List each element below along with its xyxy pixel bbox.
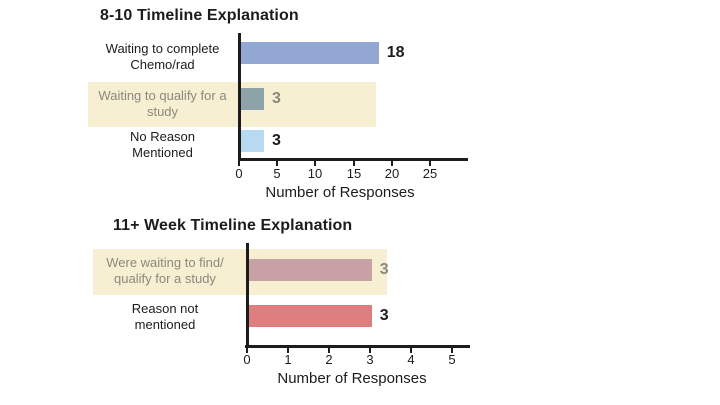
bar: [249, 305, 372, 327]
tick-mark: [328, 348, 330, 353]
tick-mark: [369, 348, 371, 353]
tick-label: 4: [407, 352, 415, 367]
x-axis-line: [238, 158, 468, 161]
tick-mark: [429, 161, 431, 166]
value-label: 18: [386, 44, 405, 61]
x-axis-title: Number of Responses: [265, 184, 415, 201]
chart-title: 11+ Week Timeline Explanation: [113, 217, 353, 234]
category-label: Waiting to complete Chemo/rad: [105, 41, 220, 72]
category-label: Waiting to qualify for a study: [98, 88, 227, 119]
bar: [241, 88, 264, 110]
bar-row: 3: [241, 88, 469, 110]
bar: [241, 130, 264, 152]
category-label: Were waiting to find/ qualify for a stud…: [106, 255, 224, 286]
category-label: Reason not mentioned: [131, 301, 199, 332]
tick-label: 2: [325, 352, 333, 367]
highlight-band: [88, 82, 376, 127]
tick-label: 3: [366, 352, 374, 367]
bar-row: 18: [241, 42, 469, 64]
value-label: 3: [271, 132, 281, 149]
y-axis-line: [238, 33, 241, 161]
tick-label: 0: [235, 166, 243, 181]
tick-mark: [287, 348, 289, 353]
bar-row: 3: [241, 130, 469, 152]
tick-mark: [276, 161, 278, 166]
chart-title: 8-10 Timeline Explanation: [100, 7, 299, 24]
tick-label: 25: [422, 166, 438, 181]
value-label: 3: [271, 90, 281, 107]
tick-label: 10: [307, 166, 323, 181]
tick-mark: [246, 348, 248, 353]
bar-row: 3: [249, 305, 472, 327]
tick-label: 5: [448, 352, 456, 367]
tick-mark: [391, 161, 393, 166]
x-axis-line: [245, 345, 470, 348]
tick-label: 15: [346, 166, 362, 181]
value-label: 3: [379, 261, 389, 278]
x-axis-title: Number of Responses: [277, 370, 427, 387]
tick-mark: [238, 161, 240, 166]
tick-mark: [314, 161, 316, 166]
y-axis-line: [246, 243, 249, 348]
tick-label: 20: [384, 166, 400, 181]
category-label: No Reason Mentioned: [129, 129, 196, 160]
tick-label: 0: [243, 352, 251, 367]
tick-label: 1: [284, 352, 292, 367]
bar-row: 3: [249, 259, 472, 281]
value-label: 3: [379, 307, 389, 324]
bar: [249, 259, 372, 281]
bar: [241, 42, 379, 64]
tick-mark: [451, 348, 453, 353]
tick-label: 5: [273, 166, 281, 181]
tick-mark: [410, 348, 412, 353]
tick-mark: [353, 161, 355, 166]
